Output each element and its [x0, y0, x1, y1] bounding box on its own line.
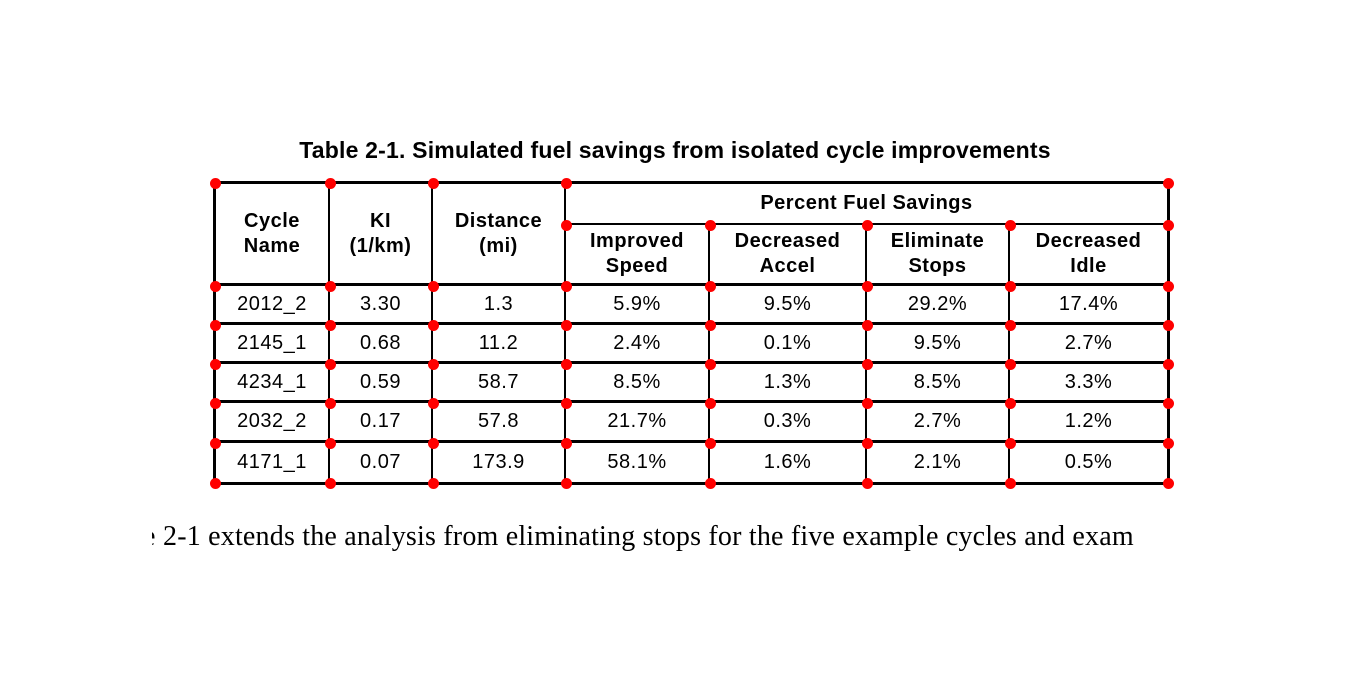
- table-cell: 9.5%: [867, 325, 1010, 364]
- table-cell: 58.7: [433, 364, 566, 403]
- table-cell: 0.1%: [710, 325, 867, 364]
- table-cell: 0.68: [330, 325, 433, 364]
- body-paragraph-text: 2-1 extends the analysis from eliminatin…: [163, 521, 1134, 552]
- table-cell: 29.2%: [867, 286, 1010, 325]
- column-header-ki: KI (1/km): [330, 184, 433, 286]
- sub-header-decreased-accel: Decreased Accel: [710, 225, 867, 286]
- table-cell: 57.8: [433, 403, 566, 443]
- table-cell: 2032_2: [216, 403, 330, 443]
- table-cell: 2.7%: [867, 403, 1010, 443]
- table-cell: 2.4%: [566, 325, 710, 364]
- table-cell: 2012_2: [216, 286, 330, 325]
- table-cell: 1.3: [433, 286, 566, 325]
- table-cell: 9.5%: [710, 286, 867, 325]
- table-cell: 1.2%: [1010, 403, 1167, 443]
- table-cell: 0.17: [330, 403, 433, 443]
- table-cell: 5.9%: [566, 286, 710, 325]
- table-cell: 17.4%: [1010, 286, 1167, 325]
- table-cell: 1.3%: [710, 364, 867, 403]
- column-header-distance: Distance (mi): [433, 184, 566, 286]
- table-cell: 11.2: [433, 325, 566, 364]
- table-cell: 3.3%: [1010, 364, 1167, 403]
- fuel-savings-table: Cycle Name KI (1/km) Distance (mi) Perce…: [213, 181, 1170, 485]
- column-header-cycle-name: Cycle Name: [216, 184, 330, 286]
- table-cell: 2.1%: [867, 443, 1010, 482]
- table-cell: 8.5%: [867, 364, 1010, 403]
- table-cell: 21.7%: [566, 403, 710, 443]
- table-cell: 1.6%: [710, 443, 867, 482]
- table-cell: 0.5%: [1064, 451, 1113, 473]
- table-cell: 3.30: [330, 286, 433, 325]
- clipped-character: e: [152, 521, 157, 553]
- group-header-percent-fuel-savings: Percent Fuel Savings: [566, 184, 1167, 225]
- sub-header-eliminate-stops: Eliminate Stops: [867, 225, 1010, 286]
- table-cell: 58.1%: [566, 443, 710, 482]
- table-cell: 2145_1: [216, 325, 330, 364]
- table-cell: 0.07: [330, 443, 433, 482]
- table-cell: 4234_1: [216, 364, 330, 403]
- table-cell: 4171_1: [216, 443, 330, 482]
- table-cell: 8.5%: [566, 364, 710, 403]
- table-cell: 0.3%: [710, 403, 867, 443]
- sub-header-decreased-idle: Decreased Idle: [1010, 225, 1167, 286]
- table-cell: 0.59: [330, 364, 433, 403]
- table-cell: 2.7%: [1010, 325, 1167, 364]
- body-paragraph: e 2-1 extends the analysis from eliminat…: [152, 521, 1134, 553]
- table-caption: Table 2-1. Simulated fuel savings from i…: [299, 137, 1051, 163]
- sub-header-improved-speed: Improved Speed: [566, 225, 710, 286]
- table-cell: 173.9: [433, 443, 566, 482]
